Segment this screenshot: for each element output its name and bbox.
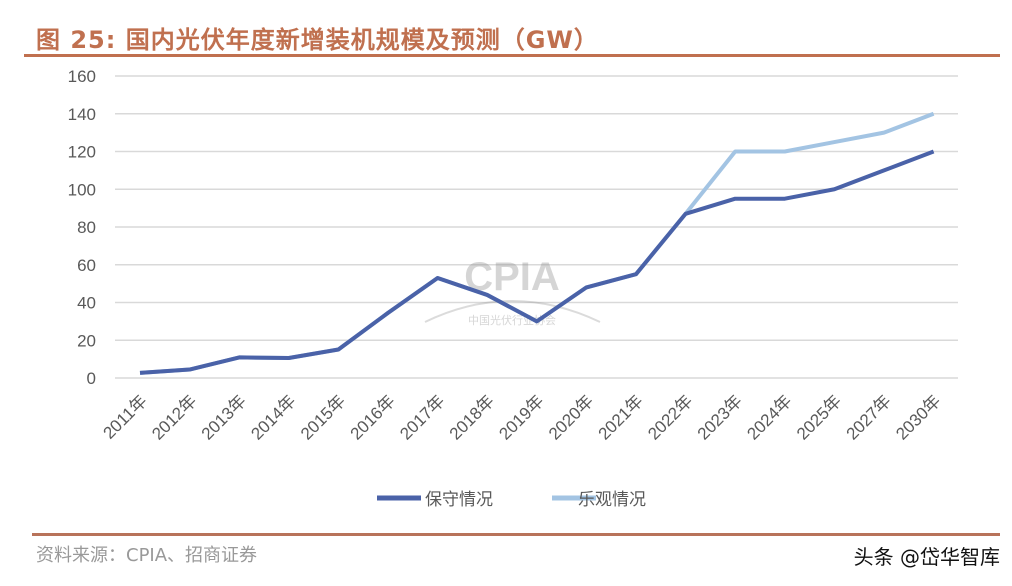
x-tick-label: 2014年 [247, 391, 299, 443]
chart-title: 图 25: 国内光伏年度新增装机规模及预测（GW） [36, 26, 599, 54]
series-line-保守情况 [139, 149, 935, 375]
watermark: 头条 @岱华智库 [853, 545, 1000, 569]
x-tick-label: 2012年 [148, 391, 200, 443]
y-tick-label: 100 [68, 180, 96, 199]
series-line-乐观情况 [139, 111, 935, 375]
x-tick-label: 2027年 [843, 391, 895, 443]
legend-label: 保守情况 [425, 490, 493, 510]
y-tick-label: 80 [77, 218, 96, 237]
footer-divider [32, 533, 1000, 536]
y-tick-label: 120 [68, 143, 96, 162]
x-tick-label: 2021年 [595, 391, 647, 443]
x-tick-label: 2017年 [396, 391, 448, 443]
svg-text:中国光伏行业协会: 中国光伏行业协会 [468, 313, 556, 327]
cpia-logo-watermark: CPIA 中国光伏行业协会 [424, 255, 601, 327]
y-tick-label: 20 [77, 331, 96, 350]
x-tick-label: 2022年 [644, 391, 696, 443]
y-tick-label: 40 [77, 294, 96, 313]
x-tick-label: 2030年 [892, 391, 944, 443]
x-tick-label: 2013年 [198, 391, 250, 443]
y-tick-label: 160 [68, 67, 96, 86]
x-tick-label: 2025年 [793, 391, 845, 443]
x-tick-label: 2023年 [694, 391, 746, 443]
x-tick-label: 2015年 [297, 391, 349, 443]
x-tick-label: 2020年 [545, 391, 597, 443]
legend-label: 乐观情况 [578, 490, 646, 510]
x-tick-label: 2024年 [743, 391, 795, 443]
y-tick-label: 0 [87, 369, 96, 388]
y-tick-label: 60 [77, 256, 96, 275]
title-divider [24, 54, 1000, 57]
source-note: 资料来源：CPIA、招商证券 [36, 545, 258, 566]
y-tick-label: 140 [68, 105, 96, 124]
x-tick-label: 2016年 [347, 391, 399, 443]
x-tick-label: 2019年 [495, 391, 547, 443]
x-tick-label: 2018年 [446, 391, 498, 443]
x-tick-label: 2011年 [100, 391, 151, 442]
